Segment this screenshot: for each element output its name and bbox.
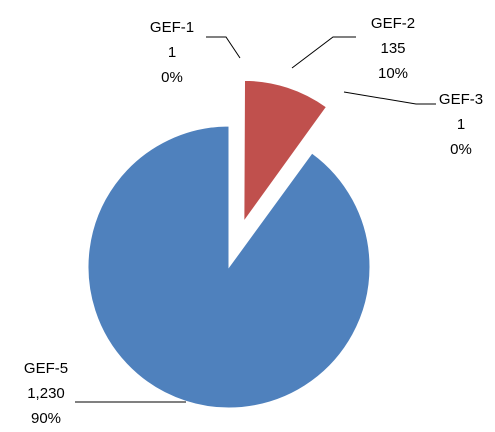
data-label-value-gef-2: 135 <box>380 40 405 57</box>
data-label-percent-gef-3: 0% <box>450 141 472 158</box>
data-label-label-gef-2: GEF-2 <box>371 15 415 32</box>
data-label-percent-gef-2: 10% <box>378 65 408 82</box>
data-label-label-gef-1: GEF-1 <box>150 19 194 36</box>
data-label-value-gef-5: 1,230 <box>27 385 65 402</box>
leader-line-gef-1 <box>206 36 241 59</box>
data-label-value-gef-1: 1 <box>168 44 176 61</box>
data-label-percent-gef-1: 0% <box>161 69 183 86</box>
leader-line-gef-3 <box>343 91 436 105</box>
pie-slice-gef-2 <box>243 79 328 223</box>
data-label-value-gef-3: 1 <box>457 116 465 133</box>
data-label-label-gef-5: GEF-5 <box>24 360 68 377</box>
data-label-percent-gef-5: 90% <box>31 410 61 427</box>
pie-slice-gef-5 <box>87 125 371 409</box>
data-label-label-gef-3: GEF-3 <box>439 91 483 108</box>
leader-line-gef-2 <box>291 36 356 69</box>
